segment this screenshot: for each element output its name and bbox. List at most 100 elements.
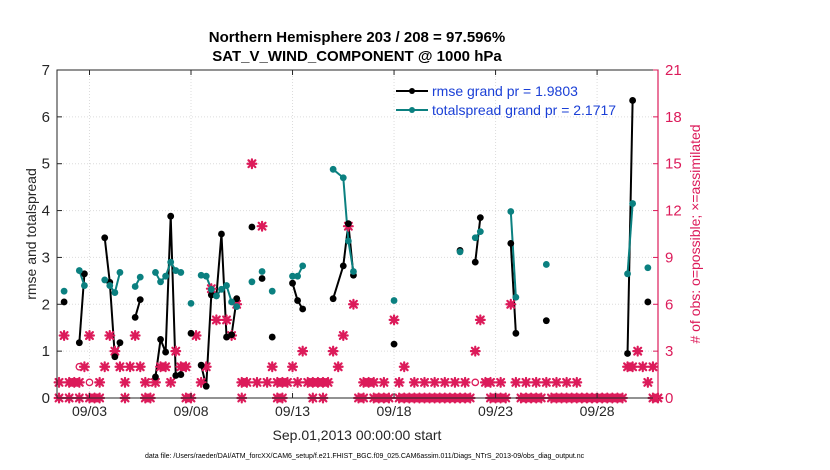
totalspread-point [197,271,205,279]
rmse-point [344,220,352,228]
obs-cross-strokes [388,314,400,326]
obs-cross-strokes [484,376,496,388]
obs-assimilated-marker [368,376,380,388]
obs-cross-strokes [571,376,583,388]
totalspread-point [471,234,479,242]
obs-cross-strokes [58,330,70,342]
obs-assimilated-marker [388,314,400,326]
obs-assimilated-marker [322,376,334,388]
totalspread-point [207,285,215,293]
y-tick-label-right: 15 [665,156,682,173]
obs-assimilated-marker [287,361,299,373]
obs-assimilated-marker [449,376,461,388]
y-tick-label-right: 21 [665,62,682,79]
obs-cross-strokes [408,376,420,388]
totalspread-point [390,297,398,304]
obs-assimilated-marker [256,220,268,232]
rmse-point [207,291,215,299]
x-tick-label: 09/23 [478,403,513,419]
totalspread-point [344,237,352,245]
obs-cross-strokes [530,376,542,388]
x-tick-label: 09/13 [275,403,310,419]
obs-cross-strokes [109,345,121,357]
totalspread-line-segment [626,203,634,274]
obs-assimilated-marker [347,298,359,310]
obs-cross-strokes [459,376,471,388]
obs-assimilated-marker [429,376,441,388]
obs-assimilated-marker [165,376,177,388]
obs-assimilated-marker [180,361,192,373]
obs-assimilated-marker [246,158,258,170]
obs-assimilated-marker [292,376,304,388]
obs-cross-strokes [251,376,263,388]
obs-cross-strokes [221,314,233,326]
obs-cross-strokes [322,376,334,388]
obs-cross-strokes [165,376,177,388]
obs-assimilated-marker [627,361,639,373]
rmse-point [101,234,109,242]
obs-possible-marker [146,378,155,387]
obs-cross-strokes [246,158,258,170]
obs-assimilated-marker [637,361,649,373]
obs-assimilated-marker [505,298,517,310]
obs-assimilated-marker [261,376,273,388]
y-tick-label-left: 5 [42,156,50,173]
rmse-point [131,314,139,321]
totalspread-point [512,293,520,301]
totalspread-point [294,272,302,280]
obs-cross-strokes [78,361,90,373]
totalspread-point [644,264,652,272]
totalspread-point [228,298,236,306]
obs-assimilated-marker [83,330,95,342]
totalspread-point [136,273,144,281]
legend-spread-label: totalspread grand pr = 2.1717 [432,102,616,118]
obs-cross-strokes [368,376,380,388]
obs-cross-strokes [104,330,116,342]
chart-subtitle: SAT_V_WIND_COMPONENT @ 1000 hPa [212,48,502,65]
obs-assimilated-marker [474,314,486,326]
obs-assimilated-marker [642,376,654,388]
rmse-point [268,333,276,341]
y-tick-label-right: 18 [665,109,682,126]
obs-cross-strokes [94,376,106,388]
obs-cross-strokes [495,376,507,388]
totalspread-point [81,282,88,289]
rmse-point [157,336,164,343]
obs-cross-strokes [73,376,85,388]
obs-cross-strokes [53,376,65,388]
obs-cross-strokes [469,345,481,357]
obs-assimilated-marker [195,376,207,388]
obs-cross-strokes [337,330,349,342]
series-markers [60,97,652,390]
y-tick-label-left: 4 [42,203,50,220]
obs-cross-strokes [647,361,659,373]
obs-cross-strokes [114,361,126,373]
obs-assimilated-marker [170,345,182,357]
totalspread-point [212,292,220,300]
legend-rmse-marker [409,88,415,94]
y-tick-label-left: 2 [42,296,50,313]
rmse-point [258,275,266,282]
totalspread-point [106,282,114,289]
rmse-point [172,372,180,379]
axes: 09/03 09/08 09/13 09/18 09/23 09/280123456703… [42,62,682,419]
y-tick-label-right: 3 [665,343,673,360]
obs-assimilated-marker [119,376,131,388]
totalspread-point [157,278,164,286]
y-axis-label-right: # of obs: o=possible; ×=assimilated [687,124,703,343]
rmse-line-segment [332,222,355,299]
y-tick-label-left: 0 [42,390,50,407]
obs-cross-strokes [474,314,486,326]
obs-assimilated-marker [73,376,85,388]
y-tick-label-right: 0 [665,390,673,407]
totalspread-point [187,299,195,307]
obs-assimilated-marker [251,376,263,388]
rmse-point [299,305,307,313]
totalspread-point [268,287,276,295]
rmse-point [294,297,302,304]
obs-assimilated-marker [297,345,309,357]
obs-cross-strokes [449,376,461,388]
obs-cross-strokes [510,376,522,388]
obs-assimilated-marker [129,330,141,342]
